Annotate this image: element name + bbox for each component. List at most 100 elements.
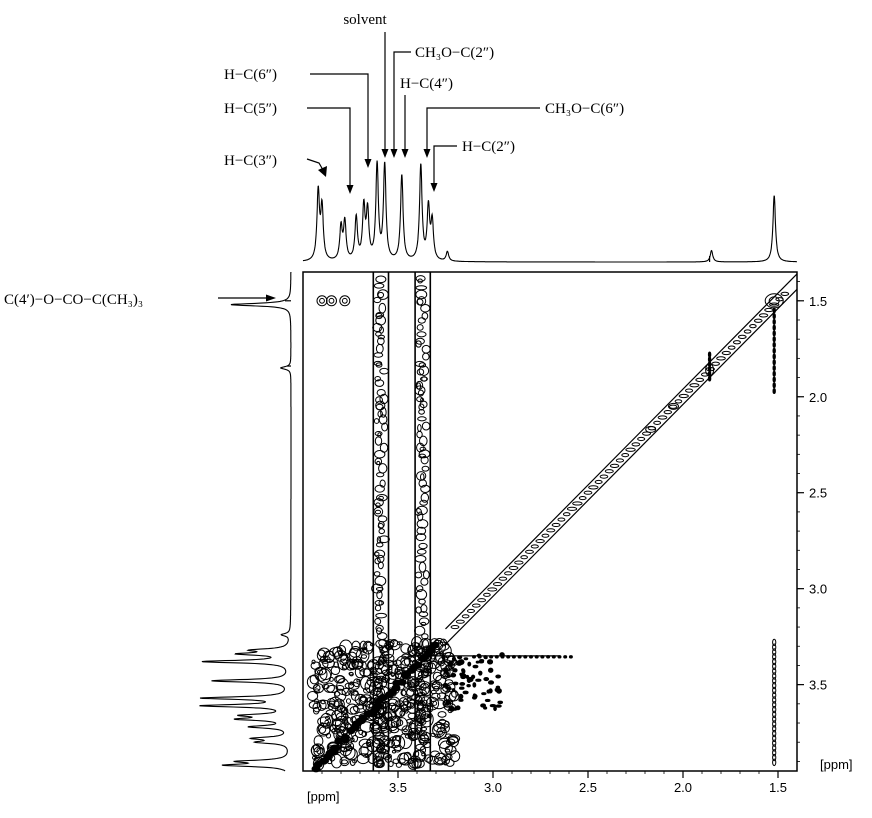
cluster-contour [321, 683, 330, 690]
cluster-contour [329, 676, 334, 682]
streak-contour [376, 494, 388, 502]
column-dot [772, 341, 776, 348]
cluster-contour [391, 735, 406, 752]
column-dot [772, 681, 777, 690]
cluster-contour [466, 683, 471, 688]
streak-contour [418, 542, 428, 550]
cluster-contour [458, 686, 465, 690]
cluster-contour [326, 698, 336, 707]
column-dot [772, 753, 777, 762]
x-tick-label: 1.5 [769, 780, 787, 795]
cluster-contour [443, 762, 448, 766]
streak-contour [419, 499, 428, 506]
diagonal-peak [685, 388, 694, 393]
cluster-contour [334, 675, 346, 684]
diagonal-peak [578, 495, 587, 501]
diagonal-peak-2.05 [668, 402, 679, 410]
cluster-contour [434, 752, 447, 765]
streak-contour [373, 571, 381, 577]
cluster-contour [311, 659, 316, 665]
cluster-contour [319, 712, 333, 729]
diagonal-peak [594, 479, 603, 485]
cluster-contour [458, 693, 464, 700]
cluster-contour [343, 745, 356, 760]
column-dot [772, 734, 777, 743]
cluster-contour [451, 656, 456, 662]
cluster-contour [326, 684, 339, 694]
cluster-contour [426, 702, 434, 708]
cluster-diagonal [424, 648, 434, 656]
cluster-contour [313, 735, 324, 747]
y-tick-label: 1.5 [809, 294, 827, 309]
diagonal-peak [498, 576, 508, 581]
cluster-contour [445, 699, 451, 706]
diagonal-peak [663, 410, 673, 415]
contour-plot-area [306, 272, 798, 773]
streak-contour [377, 661, 384, 669]
cluster-contour [442, 682, 449, 688]
diagonal-peak [674, 399, 683, 404]
cluster-contour [325, 732, 332, 739]
cluster-contour [341, 664, 348, 671]
streak-contour [374, 375, 381, 382]
cluster-contour [396, 719, 404, 727]
column-dot [772, 370, 776, 377]
cluster-contour [439, 740, 453, 755]
cluster-contour [307, 691, 319, 702]
column-dot [772, 744, 777, 752]
ridge-dot [540, 655, 545, 659]
ridge-dot [551, 655, 556, 659]
cluster-contour [449, 750, 461, 763]
cluster-contour [430, 689, 437, 695]
cluster-contour [455, 705, 461, 711]
cluster-contour [436, 692, 447, 700]
cluster-contour [452, 668, 458, 673]
cluster-contour [335, 684, 345, 691]
cluster-contour [358, 746, 369, 756]
column-dot [772, 324, 776, 331]
column-dot [772, 758, 777, 767]
diagonal-peak [455, 619, 465, 624]
streak-contour [375, 396, 383, 404]
cluster-diagonal [334, 737, 344, 745]
diagonal-peak [689, 383, 700, 388]
streak-contour [375, 542, 384, 548]
label-ch3o-c6: CH₃O−C(6″) [545, 101, 624, 117]
column-dot [772, 643, 777, 651]
diagonal-peak [588, 485, 599, 490]
cluster-contour [371, 737, 384, 749]
diagonal-peak [477, 598, 487, 603]
cluster-contour [472, 664, 479, 669]
cluster-contour [417, 678, 426, 688]
cluster-contour [467, 676, 474, 683]
streak-contour [419, 446, 427, 452]
cluster-contour [362, 668, 371, 677]
x-tick-label: 2.0 [674, 780, 692, 795]
cluster-contour [381, 645, 395, 659]
cross-peak [328, 297, 335, 304]
column-dot [772, 307, 776, 314]
cluster-contour [336, 705, 347, 713]
streak-contour [419, 435, 428, 447]
cluster-contour [312, 706, 320, 715]
column-dot [772, 696, 777, 704]
diagonal-peak [562, 512, 571, 517]
arrow-boc [266, 294, 276, 302]
streak-contour [415, 533, 427, 542]
cluster-contour [354, 665, 365, 679]
y-axis: 1.5 2.0 2.5 3.0 3.5 [797, 281, 827, 762]
cluster-contour [375, 639, 388, 649]
cluster-contour [345, 698, 352, 704]
label-boc: C(4′)−O−CO−C(CH₃)₃ [4, 292, 143, 308]
column-dot [772, 662, 777, 671]
cluster-contour [360, 676, 372, 690]
cluster-contour [484, 698, 491, 703]
streak-contour [379, 367, 390, 375]
streak-contour [374, 617, 382, 625]
leader-h-c2 [433, 145, 457, 184]
streak-contour [377, 291, 385, 299]
streak-contour [379, 326, 384, 334]
column-dot [772, 686, 777, 695]
cluster-contour [367, 752, 378, 764]
column-dot [772, 715, 777, 723]
